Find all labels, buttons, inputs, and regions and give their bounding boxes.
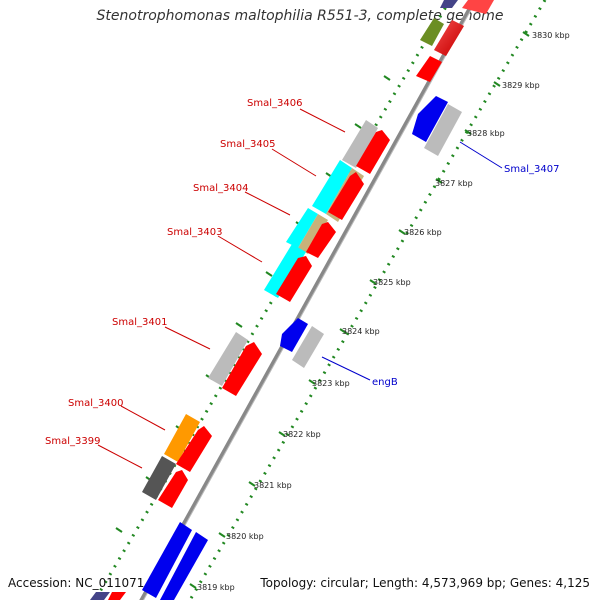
gene-neutral-near-engb[interactable] — [292, 326, 324, 368]
gene-label-smal-3406[interactable]: Smal_3406 — [247, 98, 302, 109]
gene-bottom-blue-2[interactable] — [160, 532, 208, 600]
scale-label: 3821 kbp — [254, 481, 292, 490]
gene-smal-3403-forward[interactable] — [276, 256, 312, 302]
scale-label: 3819 kbp — [197, 583, 235, 592]
gene-forward-top-2[interactable] — [416, 56, 442, 82]
gene-label-smal-3401[interactable]: Smal_3401 — [112, 317, 167, 328]
label-leaders-right — [321, 141, 503, 381]
gene-forward-top-1[interactable] — [434, 20, 464, 56]
scale-track-left — [93, 0, 452, 600]
topology-text: Topology: circular; Length: 4,573,969 bp… — [260, 576, 590, 590]
gene-olive[interactable] — [420, 18, 444, 46]
accession-text: Accession: NC_011071 — [8, 576, 145, 590]
scale-label: 3827 kbp — [435, 179, 473, 188]
gene-smal-3399-forward[interactable] — [158, 470, 188, 508]
gene-smal-3401-neutral[interactable] — [208, 332, 248, 386]
gene-smal-3405-forward[interactable] — [328, 172, 364, 220]
gene-top-navy[interactable] — [440, 0, 458, 8]
gene-smal-3407-arrow[interactable] — [412, 96, 448, 142]
gene-smal-3403-cyan[interactable] — [264, 244, 306, 298]
scale-ticks-right — [189, 31, 530, 589]
gene-smal-3404-tan[interactable] — [298, 214, 328, 254]
label-leaders-left — [97, 108, 346, 469]
gene-smal-3406-forward[interactable] — [356, 130, 390, 174]
gene-smal-3404-cyan[interactable] — [286, 208, 318, 248]
gene-smal-3401-forward[interactable] — [222, 342, 262, 396]
scale-label: 3826 kbp — [404, 228, 442, 237]
map-title: Stenotrophomonas maltophilia R551-3, com… — [96, 8, 504, 24]
gene-label-smal-3403[interactable]: Smal_3403 — [167, 227, 222, 238]
gene-smal-3405-cyan[interactable] — [312, 160, 352, 214]
scale-label: 3824 kbp — [342, 327, 380, 336]
gene-smal-3400-forward[interactable] — [176, 426, 212, 472]
scale-track-right — [188, 0, 547, 600]
gene-bottom-blue-1[interactable] — [142, 522, 192, 598]
gene-label-smal-3400[interactable]: Smal_3400 — [68, 398, 123, 409]
backbone-highlight — [142, 0, 478, 600]
scale-label: 3828 kbp — [467, 129, 505, 138]
gene-smal-3406-neutral[interactable] — [342, 120, 378, 168]
gene-label-smal-3405[interactable]: Smal_3405 — [220, 139, 275, 150]
gene-engb-arrow[interactable] — [280, 318, 308, 352]
scale-label: 3830 kbp — [532, 31, 570, 40]
scale-labels: 3830 kbp 3829 kbp 3828 kbp 3827 kbp 3826… — [197, 31, 570, 592]
gene-smal-3400-orange[interactable] — [164, 414, 200, 462]
gene-neutral-near-3407[interactable] — [424, 104, 462, 156]
scale-label: 3820 kbp — [226, 532, 264, 541]
gene-label-smal-3399[interactable]: Smal_3399 — [45, 436, 100, 447]
scale-label: 3823 kbp — [312, 379, 350, 388]
gene-label-smal-3404[interactable]: Smal_3404 — [193, 183, 248, 194]
gene-smal-3404-forward[interactable] — [306, 222, 336, 258]
gene-smal-3399-dark[interactable] — [142, 456, 176, 500]
gene-top-red-edge[interactable] — [462, 0, 494, 14]
scale-label: 3825 kbp — [373, 278, 411, 287]
gene-labels: Smal_3406 Smal_3405 Smal_3404 Smal_3403 … — [45, 98, 559, 447]
gene-label-smal-3407[interactable]: Smal_3407 — [504, 164, 559, 175]
scale-label: 3822 kbp — [283, 430, 321, 439]
genome-backbone — [139, 0, 477, 600]
scale-label: 3829 kbp — [502, 81, 540, 90]
gene-label-engb[interactable]: engB — [372, 377, 398, 388]
gene-bottom-partial[interactable] — [90, 592, 126, 600]
